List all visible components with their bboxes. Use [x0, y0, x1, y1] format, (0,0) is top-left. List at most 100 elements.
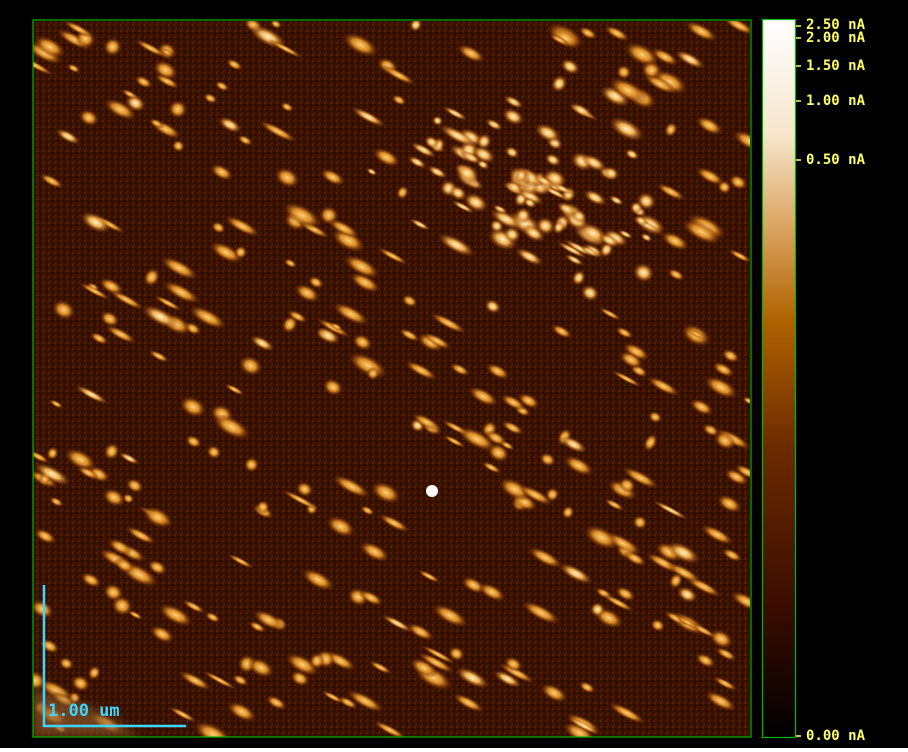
- afm-grain: [33, 462, 71, 486]
- afm-grain: [660, 231, 690, 251]
- afm-grain: [33, 670, 46, 691]
- afm-grain: [695, 166, 725, 186]
- afm-grain: [503, 95, 524, 109]
- afm-grain: [78, 282, 111, 301]
- afm-grain: [417, 569, 441, 583]
- afm-grain: [481, 461, 502, 474]
- afm-grain: [732, 130, 750, 153]
- afm-grain: [448, 185, 468, 201]
- afm-grain: [563, 455, 594, 477]
- afm-grain: [527, 546, 563, 569]
- afm-grain: [380, 64, 417, 86]
- afm-grain: [349, 272, 381, 293]
- afm-grain: [533, 174, 555, 188]
- afm-grain: [437, 233, 476, 257]
- afm-grain: [667, 268, 685, 281]
- afm-grain: [294, 283, 321, 303]
- afm-grain: [368, 660, 393, 675]
- afm-grain: [280, 101, 294, 113]
- afm-grain: [248, 620, 267, 633]
- afm-grain: [370, 481, 401, 504]
- afm-grain: [485, 362, 510, 380]
- afm-grain: [327, 218, 360, 239]
- afm-grain: [33, 35, 66, 59]
- afm-grain: [360, 505, 375, 516]
- afm-grain: [171, 139, 185, 153]
- afm-grain: [326, 515, 356, 538]
- afm-grain: [668, 572, 684, 589]
- afm-grain: [715, 647, 737, 661]
- afm-grain: [712, 676, 738, 691]
- afm-grain: [359, 541, 390, 563]
- afm-grain: [601, 593, 635, 613]
- afm-grain: [227, 553, 255, 569]
- afm-grain: [80, 211, 111, 234]
- afm-grain: [484, 299, 501, 314]
- afm-grain: [281, 489, 321, 511]
- afm-grain: [308, 652, 326, 670]
- afm-grain: [98, 277, 124, 296]
- afm-grain: [99, 310, 120, 328]
- afm-grain: [34, 528, 57, 545]
- afm-grain: [656, 182, 686, 201]
- afm-grain: [651, 69, 688, 95]
- afm-grain: [676, 586, 698, 603]
- afm-grain: [478, 582, 506, 602]
- afm-grain: [267, 38, 304, 59]
- afm-grain: [502, 107, 525, 126]
- afm-grain: [742, 396, 750, 405]
- afm-grain: [712, 361, 735, 378]
- afm-grain: [391, 94, 407, 106]
- afm-grain: [556, 241, 587, 259]
- afm-grain: [409, 657, 438, 678]
- afm-grain: [193, 720, 233, 737]
- afm-grain: [599, 85, 631, 108]
- afm-grain: [685, 327, 708, 341]
- afm-grain: [674, 49, 706, 69]
- afm-grain: [247, 657, 275, 678]
- afm-grains: [33, 21, 750, 737]
- afm-grain: [695, 652, 716, 668]
- afm-image: [33, 21, 750, 737]
- afm-grain: [401, 294, 418, 308]
- afm-grain: [185, 434, 202, 449]
- afm-grain: [571, 269, 586, 286]
- afm-grain: [398, 328, 421, 342]
- afm-grain: [409, 21, 423, 32]
- afm-grain: [695, 116, 724, 136]
- afm-grain: [322, 378, 344, 397]
- afm-grain: [274, 167, 300, 189]
- afm-grain: [227, 701, 257, 723]
- afm-grain: [224, 383, 245, 396]
- afm-grain: [218, 116, 242, 134]
- afm-grain: [455, 666, 490, 689]
- afm-grain: [571, 209, 588, 224]
- afm-grain: [80, 572, 102, 588]
- afm-grain: [141, 304, 179, 329]
- afm-grain: [521, 600, 561, 625]
- afm-grain: [233, 245, 248, 259]
- afm-grain: [666, 562, 702, 584]
- afm-grain: [611, 370, 643, 388]
- colorbar-label-2-00: 2.00 nA: [806, 30, 866, 46]
- afm-grain: [650, 47, 679, 66]
- afm-grain: [346, 689, 385, 713]
- afm-grain: [709, 629, 734, 649]
- afm-grain: [608, 195, 624, 206]
- afm-grain: [457, 44, 486, 63]
- afm-grain: [618, 350, 644, 369]
- afm-grain: [463, 192, 489, 213]
- afm-grain: [643, 73, 677, 95]
- afm-grain: [396, 185, 409, 200]
- afm-grain: [567, 716, 601, 735]
- afm-grain: [598, 307, 622, 321]
- afm-grain: [523, 197, 537, 209]
- afm-grain: [409, 218, 431, 231]
- afm-grain: [39, 173, 64, 189]
- afm-grain: [717, 180, 732, 194]
- afm-grain: [616, 64, 632, 80]
- afm-grain: [148, 349, 170, 363]
- afm-grain: [561, 505, 575, 520]
- afm-grain: [58, 656, 74, 671]
- afm-grain: [351, 106, 386, 128]
